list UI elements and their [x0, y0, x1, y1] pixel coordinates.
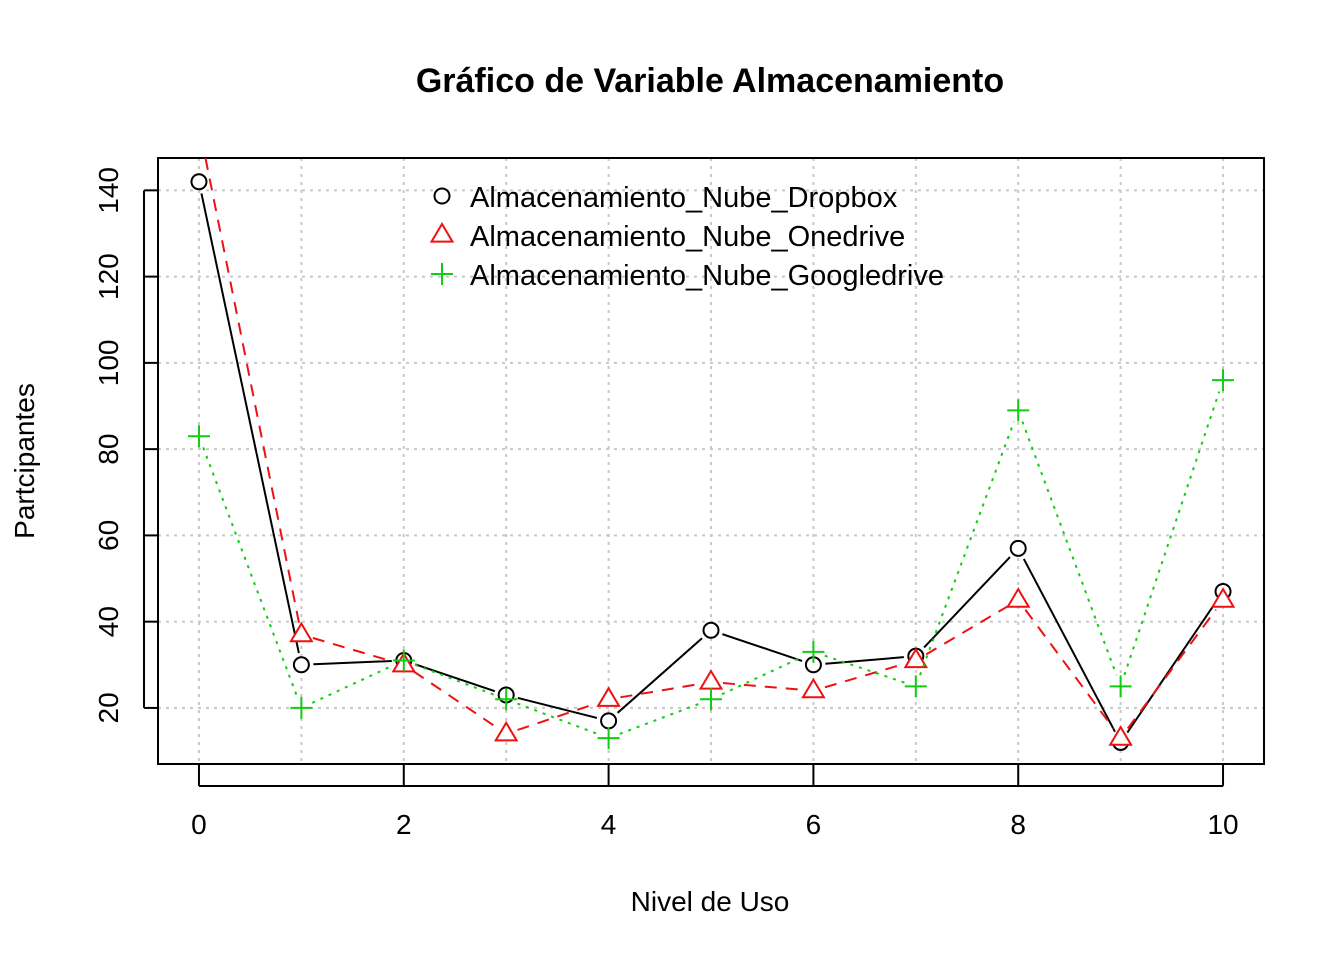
data-point: [1006, 587, 1031, 608]
data-point: [493, 720, 519, 742]
plot-frame: [157, 157, 1265, 765]
data-point: [700, 688, 722, 711]
y-tick-label: 100: [93, 340, 124, 387]
x-tick-label: 4: [601, 809, 617, 840]
series-line-segment: [722, 682, 802, 691]
series-2: [187, 369, 1235, 750]
y-tick-label: 20: [93, 692, 124, 723]
data-point: [1210, 587, 1236, 608]
series-line-segment: [825, 656, 904, 665]
series-0: [190, 173, 1232, 751]
series-line-segment: [313, 659, 392, 666]
x-tick-label: 6: [806, 809, 822, 840]
series-line-segment: [204, 158, 300, 624]
data-point: [289, 621, 314, 643]
series-line-segment: [1022, 558, 1116, 733]
data-point: [290, 696, 313, 719]
series-line-segment: [923, 556, 1011, 649]
series-line-segment: [1126, 600, 1218, 734]
y-tick-label: 120: [93, 253, 124, 300]
data-point: [597, 727, 620, 750]
series-line-segment: [414, 663, 496, 693]
y-axis: 20 40 60 80 100 120 140: [93, 167, 158, 724]
legend-entry: Almacenamiento_Nube_Googledrive: [470, 260, 944, 292]
series-line-segment: [722, 633, 803, 662]
legend-marker: [433, 187, 451, 205]
series-line-segment: [311, 664, 394, 704]
data-point: [1108, 725, 1133, 746]
x-tick-label: 0: [191, 809, 207, 840]
data-point: [596, 686, 621, 707]
legend: Almacenamiento_Nube_Dropbox Almacenamient…: [429, 182, 944, 292]
series-line-segment: [202, 447, 299, 698]
series-line-segment: [1021, 421, 1118, 676]
data-point: [1007, 399, 1030, 422]
data-point: [190, 173, 208, 191]
data-point: [392, 649, 415, 672]
data-point: [1009, 539, 1027, 557]
series-line-segment: [925, 605, 1009, 656]
y-tick-label: 140: [93, 167, 124, 214]
data-point: [600, 712, 618, 730]
data-point: [904, 675, 927, 698]
data-point: [292, 656, 310, 674]
y-tick-label: 60: [93, 520, 124, 551]
series-line-segment: [1024, 609, 1115, 730]
chart-title: Gráfico de Variable Almacenamiento: [416, 62, 1004, 100]
data-point: [702, 621, 720, 639]
series-line-segment: [1123, 391, 1221, 676]
series-line-segment: [824, 662, 905, 689]
series-line-segment: [1126, 609, 1217, 730]
series-layer: [187, 115, 1236, 751]
x-axis-label: Nivel de Uso: [631, 886, 790, 917]
data-point: [189, 115, 210, 133]
x-tick-label: 8: [1010, 809, 1026, 840]
legend-marker: [429, 222, 455, 243]
data-point: [187, 425, 210, 448]
data-point: [1212, 369, 1235, 392]
legend-entry: Almacenamiento_Nube_Onedrive: [470, 221, 905, 253]
series-line-segment: [721, 655, 803, 696]
data-point: [802, 640, 825, 663]
series-line-segment: [517, 696, 598, 719]
data-point: [698, 669, 724, 690]
series-line-segment: [413, 670, 497, 728]
series-line-segment: [919, 421, 1015, 676]
legend-entry: Almacenamiento_Nube_Dropbox: [470, 182, 898, 214]
x-tick-label: 10: [1207, 809, 1238, 840]
series-line-segment: [200, 193, 300, 654]
data-point: [801, 677, 826, 699]
legend-marker: [431, 263, 453, 285]
data-point: [1109, 675, 1132, 698]
x-axis: 0 2 4 6 8 10: [191, 764, 1239, 840]
y-axis-label: Partcipantes: [9, 383, 40, 539]
series-line-segment: [616, 637, 703, 714]
y-tick-label: 80: [93, 434, 124, 465]
data-point: [903, 647, 929, 669]
data-point: [495, 688, 518, 711]
y-tick-label: 40: [93, 606, 124, 637]
series-line-segment: [620, 683, 700, 699]
series-line-segment: [312, 637, 393, 663]
series-line-segment: [517, 702, 598, 731]
x-tick-label: 2: [396, 809, 412, 840]
